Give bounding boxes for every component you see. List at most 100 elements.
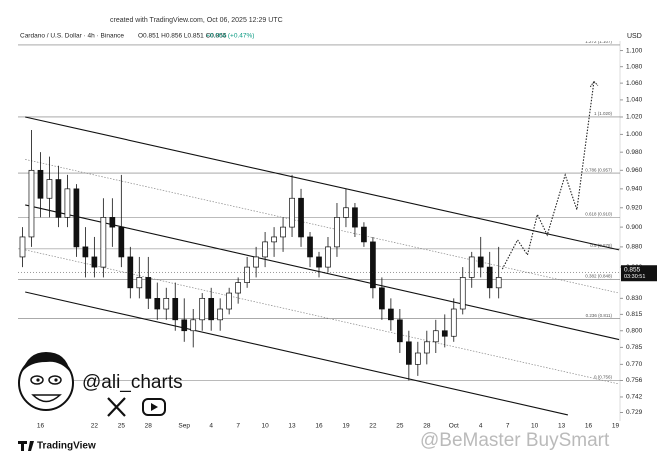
price-badge-value: 0.855	[624, 266, 641, 273]
candle-body	[406, 341, 412, 365]
candle-body	[244, 266, 250, 283]
candle-body	[73, 188, 80, 248]
candle-body	[235, 282, 241, 294]
x-tick-label: 13	[558, 423, 566, 430]
candle-body	[414, 352, 421, 365]
candle-body	[495, 277, 502, 289]
x-tick-label: 22	[91, 423, 99, 430]
y-tick-label: 0.770	[626, 361, 643, 368]
candle-body	[370, 241, 376, 289]
x-tick-label: 13	[288, 423, 296, 430]
x-tick-label: Oct	[449, 423, 459, 430]
fib-label: 0.786 (0.957)	[585, 167, 612, 172]
candle-body	[316, 256, 322, 268]
candle-body	[334, 217, 340, 248]
x-tick-label: 16	[315, 423, 323, 430]
avatar	[18, 352, 74, 411]
candle-body	[271, 236, 277, 243]
y-tick-label: 0.920	[626, 204, 643, 211]
ohlc: O0.851 H0.856 L0.851 C0.855	[138, 33, 227, 40]
x-tick-label: 7	[506, 423, 510, 430]
x-tick-label: 22	[369, 423, 377, 430]
x-tick-label: 28	[145, 423, 153, 430]
brand: TradingView	[18, 441, 96, 452]
channel-line	[25, 291, 569, 416]
candle-body	[397, 319, 403, 343]
x-tick-label: 25	[118, 423, 126, 430]
candle-body	[352, 207, 358, 228]
y-tick-label: 0.729	[626, 409, 643, 416]
candle-body	[226, 292, 232, 310]
y-tick-label: 0.800	[626, 327, 643, 334]
candle-body	[307, 236, 313, 258]
y-tick-label: 1.100	[626, 47, 643, 54]
candle-body	[343, 207, 349, 218]
watermark: @BeMaster BuySmart	[420, 430, 610, 451]
candle-body	[298, 197, 304, 238]
candle-body	[262, 241, 268, 258]
x-tick-label: 16	[585, 423, 593, 430]
x-tick-label: 10	[531, 423, 539, 430]
candle-body	[118, 226, 125, 258]
candle-body	[64, 188, 71, 218]
y-tick-label: 1.020	[626, 114, 643, 121]
y-tick-label: 0.980	[626, 149, 643, 156]
brand-name: TradingView	[37, 441, 96, 452]
symbol: Cardano / U.S. Dollar · 4h · Binance	[20, 33, 124, 40]
candle-body	[46, 179, 53, 199]
candle-body	[459, 277, 466, 310]
x-tick-label: 28	[423, 423, 431, 430]
y-tick-label: 0.900	[626, 224, 643, 231]
y-tick-label: 0.830	[626, 295, 643, 302]
projection-arrowhead	[589, 81, 599, 88]
candle-body	[163, 297, 170, 310]
x-tick-label: 16	[37, 423, 45, 430]
x-tick-label: 19	[342, 423, 350, 430]
overlay: @ali_charts TradingView @BeMaster BuySma…	[18, 352, 610, 452]
y-tick-label: 0.815	[626, 311, 643, 318]
y-tick-label: 1.040	[626, 97, 643, 104]
candle-body	[289, 197, 295, 228]
fib-label: 0.236 (0.811)	[586, 313, 613, 318]
candle-body	[55, 179, 62, 218]
candle-body	[109, 217, 116, 228]
y-tick-label: 0.940	[626, 186, 643, 193]
x-tick-label: 19	[612, 423, 620, 430]
fib-label: 1.272 (1.107)	[585, 39, 612, 44]
price-badge	[621, 265, 657, 282]
candle-body	[217, 308, 224, 321]
candle-body	[100, 217, 107, 268]
candle-body	[208, 297, 215, 321]
price-badge-countdown: 03:30:51	[624, 274, 645, 280]
channel-line	[25, 159, 620, 294]
change: +0.004 (+0.47%)	[206, 33, 254, 40]
candle-body	[172, 297, 179, 321]
candle-body	[432, 330, 439, 343]
candle-body	[361, 226, 367, 243]
x-tick-label: 4	[209, 423, 213, 430]
candle-body	[486, 266, 493, 289]
currency: USD	[627, 33, 642, 40]
candle-body	[379, 287, 385, 310]
channel-line	[25, 116, 620, 251]
y-tick-label: 1.060	[626, 80, 643, 87]
candle-body	[423, 341, 430, 354]
candle-body	[450, 308, 457, 337]
youtube-icon	[142, 398, 166, 416]
y-tick-label: 0.785	[626, 344, 643, 351]
candle-body	[154, 297, 161, 310]
candle-body	[91, 256, 98, 268]
candle-body	[136, 277, 143, 289]
y-tick-label: 0.742	[626, 394, 643, 401]
y-tick-label: 1.000	[626, 131, 643, 138]
handle: @ali_charts	[82, 372, 183, 393]
plot-area: 1.272 (1.107) 1 (1.020) 0.786 (0.957) 0.618…	[18, 39, 620, 416]
x-tick-label: 10	[261, 423, 269, 430]
candle-body	[468, 256, 475, 278]
candle-body	[190, 319, 197, 332]
y-tick-label: 0.756	[626, 377, 643, 384]
candle-body	[82, 246, 89, 258]
candle-body	[199, 297, 206, 321]
y-tick-label: 0.960	[626, 167, 643, 174]
